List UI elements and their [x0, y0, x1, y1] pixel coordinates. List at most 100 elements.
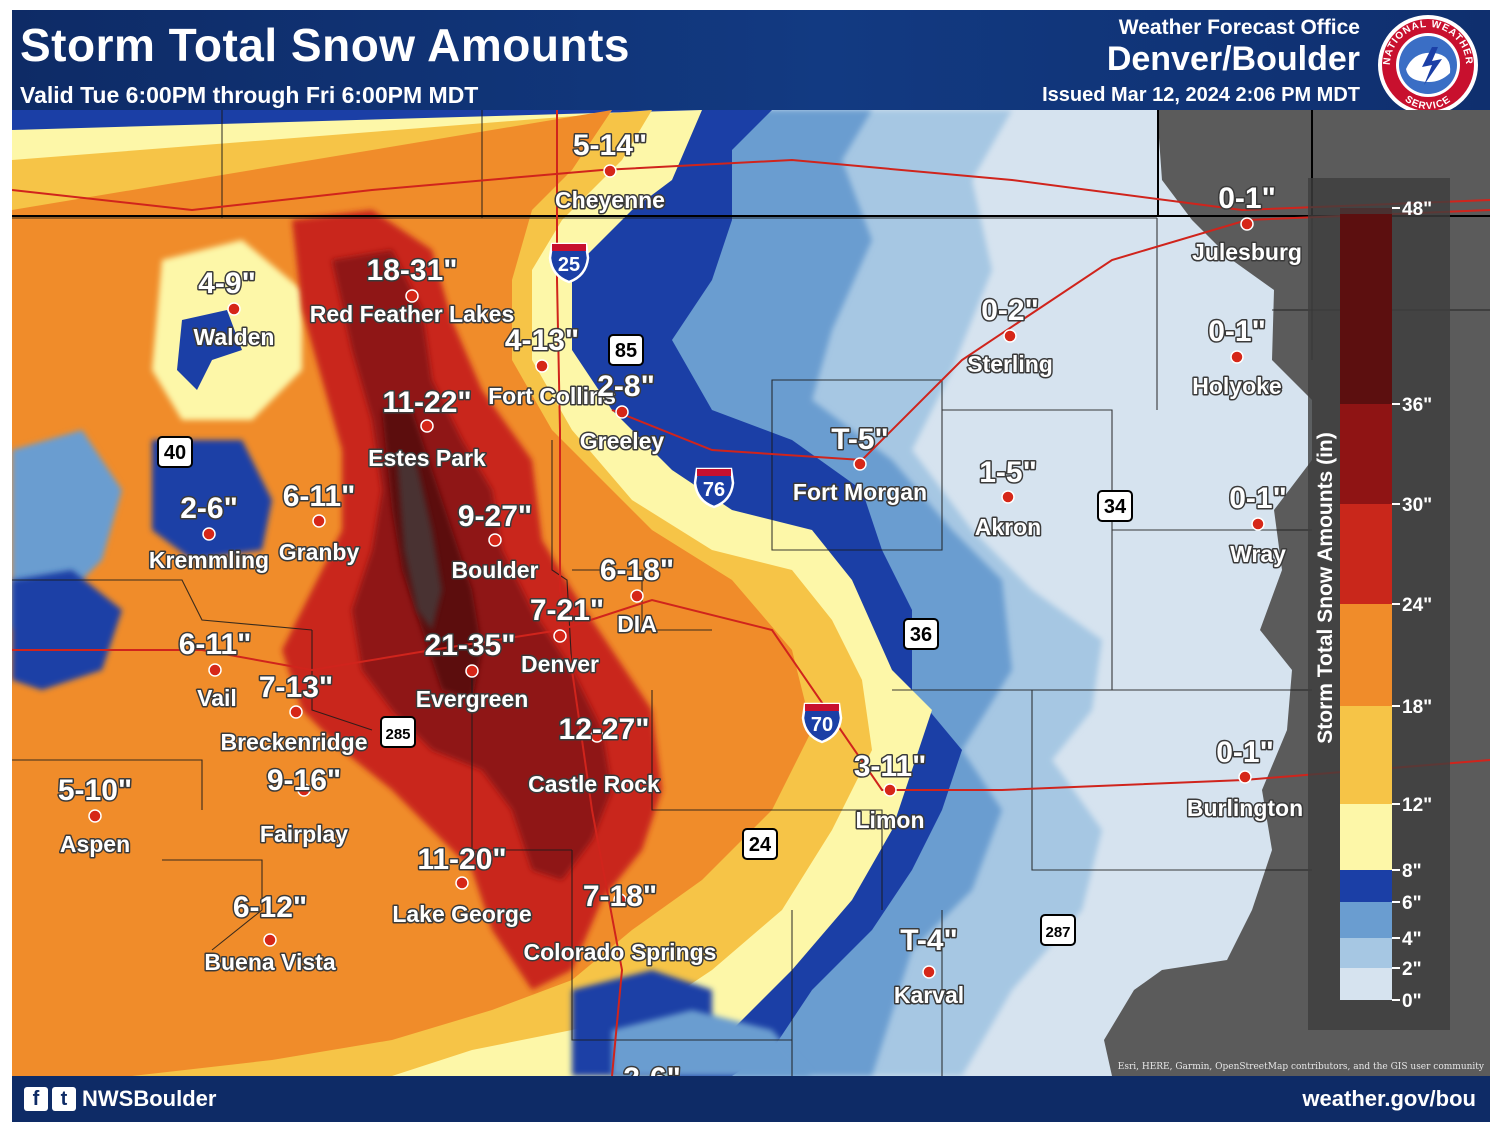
city-evergreen: 21-35" Evergreen [414, 628, 530, 714]
snow-amount: 0-1" [1216, 736, 1274, 769]
city-unnamed: 2-6" [622, 1061, 683, 1077]
city-greeley: 2-8" Greeley [578, 369, 666, 456]
city-estes-park: 11-22" Estes Park [367, 385, 488, 473]
svg-text:SERVICE: SERVICE [1403, 94, 1453, 112]
city-name: Burlington [1187, 795, 1303, 821]
city-name: Fort Morgan [793, 479, 927, 505]
social-links[interactable]: f t NWSBoulder [24, 1085, 216, 1113]
snow-amount: 11-20" [417, 843, 506, 876]
legend-tick-label: 12" [1402, 795, 1432, 816]
legend-ticks: 0" 2" 4" 6" 8" 12" 18" 24" 30" 36" 48" [1392, 199, 1432, 1012]
shield-number: 36 [910, 624, 932, 646]
snow-amount: 0-1" [1229, 482, 1287, 515]
city-marker [455, 876, 469, 890]
city-marker [590, 729, 604, 743]
highway-lines [12, 110, 1490, 1076]
nws-logo: NATIONAL WEATHER SERVICE [1378, 15, 1478, 115]
band-6-8-kremmling [152, 440, 272, 560]
city-name: Red Feather Lakes [310, 301, 515, 327]
social-handle[interactable]: NWSBoulder [82, 1086, 217, 1111]
legend-bars [1340, 208, 1392, 1000]
city-marker [603, 164, 617, 178]
city-marker [1238, 770, 1252, 784]
city-marker [405, 289, 419, 303]
snow-amount: 2-6" [180, 492, 238, 525]
snow-amount: 6-18" [600, 554, 674, 587]
snow-amount: 6-12" [233, 891, 307, 924]
city-marker [1003, 329, 1017, 343]
city-julesburg: 0-1" Julesburg [1191, 181, 1304, 267]
legend-tick-label: 36" [1402, 395, 1432, 416]
snow-amount: 7-18" [583, 880, 657, 913]
city-marker [613, 893, 627, 907]
city-name: Limon [856, 807, 925, 833]
city-labels: 5-14" Cheyenne 0-1" Julesburg 4-9" Walden 18-3… [56, 128, 1304, 1077]
snow-amount: 2-8" [597, 370, 655, 403]
city-castle-rock: 12-27" Castle Rock [527, 712, 662, 799]
legend-tick-label: 0" [1402, 991, 1422, 1012]
city-vail: 6-11" Vail [177, 627, 253, 713]
us-shield-285: 285 [380, 716, 416, 748]
city-fort-morgan: T-5" Fort Morgan [791, 422, 928, 507]
city-name: Karval [894, 982, 964, 1008]
legend-swatch [1340, 968, 1392, 1000]
header-bar: Storm Total Snow Amounts Valid Tue 6:00P… [12, 10, 1490, 115]
band-48-plus [397, 460, 442, 630]
us-shield-34: 34 [1097, 490, 1133, 522]
shield-number: 25 [558, 254, 580, 276]
legend-swatch [1340, 706, 1392, 804]
shield-number: 34 [1104, 496, 1127, 518]
city-boulder: 9-27" Boulder [450, 499, 540, 585]
city-marker [465, 664, 479, 678]
city-limon: 3-11" Limon [852, 749, 928, 835]
city-name: Castle Rock [528, 771, 660, 797]
office-name: Denver/Boulder [1106, 40, 1360, 78]
city-name: Fort Collins [488, 383, 616, 409]
legend-swatch [1340, 604, 1392, 706]
shield-number: 85 [615, 340, 637, 362]
city-marker [202, 527, 216, 541]
snow-amount: 2-6" [623, 1062, 681, 1076]
city-dia: 6-18" DIA [598, 553, 675, 639]
legend-title: Storm Total Snow Amounts (in) [1314, 432, 1337, 743]
legend-swatch [1340, 804, 1392, 870]
website-link[interactable]: weather.gov/bou [1302, 1086, 1476, 1111]
interstate-shield-76: 76 [693, 467, 735, 509]
city-marker [883, 783, 897, 797]
us-shield-24: 24 [742, 828, 778, 860]
city-name: Colorado Springs [524, 939, 717, 965]
city-name: Cheyenne [555, 187, 665, 213]
twitter-icon[interactable]: t [52, 1087, 76, 1111]
city-marker [615, 405, 629, 419]
snow-amount: 9-27" [458, 500, 532, 533]
city-red-feather-lakes: 18-31" Red Feather Lakes [308, 253, 516, 329]
snow-amount: 0-1" [1218, 182, 1276, 215]
snow-amount: 7-21" [530, 594, 604, 627]
city-name: Evergreen [416, 686, 529, 712]
city-marker [488, 533, 502, 547]
city-fort-collins: 4-13" Fort Collins [487, 323, 618, 411]
city-name: Wray [1230, 541, 1286, 567]
city-sterling: 0-2" Sterling [966, 293, 1055, 379]
legend-tick-label: 18" [1402, 697, 1432, 718]
city-fairplay: 9-16" Fairplay [258, 763, 349, 849]
city-marker [1251, 517, 1265, 531]
snow-amount: 18-31" [367, 254, 458, 287]
city-marker [553, 629, 567, 643]
city-name: Walden [194, 324, 275, 350]
snow-amount: 7-13" [259, 671, 333, 704]
city-wray: 0-1" Wray [1228, 481, 1289, 569]
city-marker [227, 302, 241, 316]
footer-bar: f t NWSBoulder weather.gov/bou [12, 1076, 1490, 1122]
legend-swatch [1340, 504, 1392, 604]
shield-number: 24 [749, 834, 772, 856]
band-6-8-westedge [12, 570, 122, 690]
legend-tick-label: 24" [1402, 595, 1432, 616]
snow-map: 0" 2" 4" 6" 8" 12" 18" 24" 30" 36" 48" Storm Total… [12, 110, 1490, 1076]
band-4-6-south [612, 1010, 812, 1076]
city-lake-george: 11-20" Lake George [391, 842, 533, 929]
facebook-icon[interactable]: f [24, 1087, 48, 1111]
city-marker [420, 419, 434, 433]
us-shield-85: 85 [608, 334, 644, 366]
city-marker [1240, 217, 1254, 231]
